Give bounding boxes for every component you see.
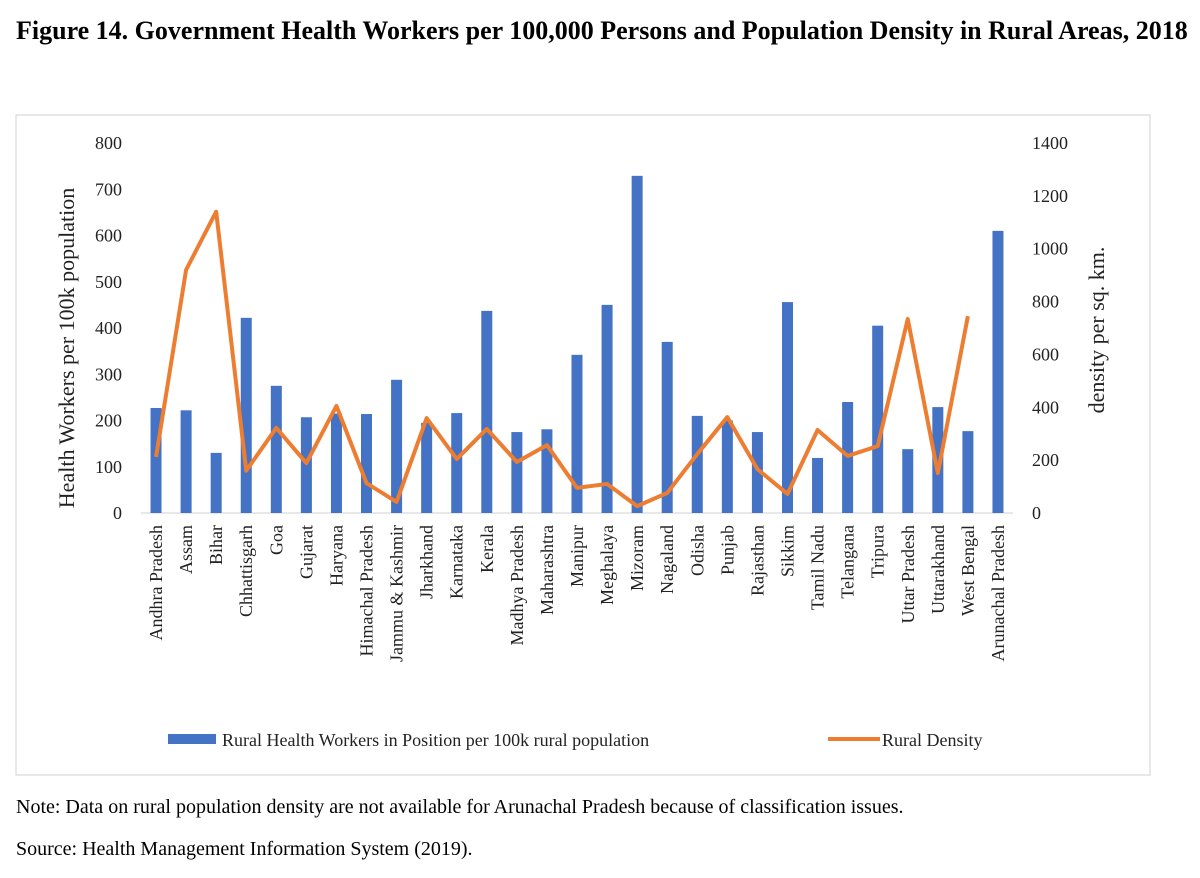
y2-tick-label: 1400 [1032,133,1068,153]
bar [270,385,282,513]
y2-axis-label: density per sq. km. [1084,247,1109,414]
bar [300,417,312,513]
bar [992,230,1004,513]
y-tick-label: 700 [95,179,122,199]
bar [180,410,192,513]
x-tick-label: Haryana [326,525,346,586]
bar [150,408,162,513]
x-tick-label: Kerala [477,525,497,573]
x-tick-label: Tamil Nadu [808,525,828,610]
x-tick-label: Jammu & Kashmir [387,525,407,662]
bar [781,302,793,513]
bar [421,422,433,513]
chart-title: Figure 14. Government Health Workers per… [16,16,1188,45]
x-tick-label: Arunachal Pradesh [988,525,1008,661]
x-tick-label: Maharashtra [537,525,557,615]
y-tick-label: 800 [95,133,122,153]
y-tick-label: 0 [113,503,122,523]
x-tick-label: West Bengal [958,525,978,616]
x-tick-label: Bihar [206,525,226,565]
y2-tick-label: 1200 [1032,186,1068,206]
x-tick-label: Manipur [567,525,587,587]
bar [721,420,733,513]
bar [601,304,613,513]
y2-tick-label: 800 [1032,292,1059,312]
y2-tick-label: 1000 [1032,239,1068,259]
y2-tick-label: 400 [1032,397,1059,417]
bar [330,413,342,513]
bar [691,415,703,513]
x-tick-label: Madhya Pradesh [507,525,527,645]
chart-frame [15,114,1151,776]
bar [751,432,763,513]
x-tick-label: Uttar Pradesh [898,525,918,623]
bar [631,175,643,513]
bar [962,431,974,513]
y-tick-label: 300 [95,364,122,384]
bar [872,325,884,513]
legend-swatch [168,734,216,744]
bar [571,354,583,513]
x-tick-label: Karnataka [447,525,467,599]
bar [240,317,252,513]
x-tick-label: Rajasthan [747,525,767,596]
bar [451,413,463,513]
x-tick-label: Meghalaya [597,525,617,605]
y-tick-label: 100 [95,457,122,477]
bar [511,432,523,513]
x-tick-label: Himachal Pradesh [357,525,377,656]
bar [210,452,222,513]
y-tick-label: 400 [95,318,122,338]
y-tick-label: 600 [95,226,122,246]
y2-tick-label: 0 [1032,503,1041,523]
x-tick-label: Gujarat [296,525,316,579]
bar [812,457,824,513]
bar [481,310,493,513]
x-tick-label: Sikkim [777,525,797,577]
source: Source: Health Management Information Sy… [16,838,473,860]
line [154,209,970,509]
bar [541,429,553,513]
x-tick-label: Tripura [868,525,888,578]
legend-label: Rural Density [882,730,983,750]
bar [361,414,373,513]
x-tick-label: Jharkhand [417,525,437,599]
note: Note: Data on rural population density a… [16,796,904,818]
y2-tick-label: 200 [1032,450,1059,470]
bar [391,379,403,513]
bar [932,407,944,513]
x-tick-label: Andhra Pradesh [146,525,166,640]
y-axis-label: Health Workers per 100k population [54,188,79,508]
x-tick-label: Odisha [687,525,707,576]
x-tick-label: Telangana [838,525,858,599]
x-tick-label: Mizoram [627,525,647,591]
x-tick-label: Chhattisgarh [236,525,256,617]
y-tick-label: 200 [95,411,122,431]
x-tick-label: Uttarakhand [928,525,948,614]
y-tick-label: 500 [95,272,122,292]
y2-tick-label: 600 [1032,344,1059,364]
x-tick-label: Punjab [717,525,737,575]
x-tick-label: Assam [176,525,196,574]
bar [661,341,673,513]
x-tick-label: Goa [266,525,286,555]
x-tick-label: Nagaland [657,525,677,594]
bar [902,449,914,513]
legend-label: Rural Health Workers in Position per 100… [222,730,649,750]
